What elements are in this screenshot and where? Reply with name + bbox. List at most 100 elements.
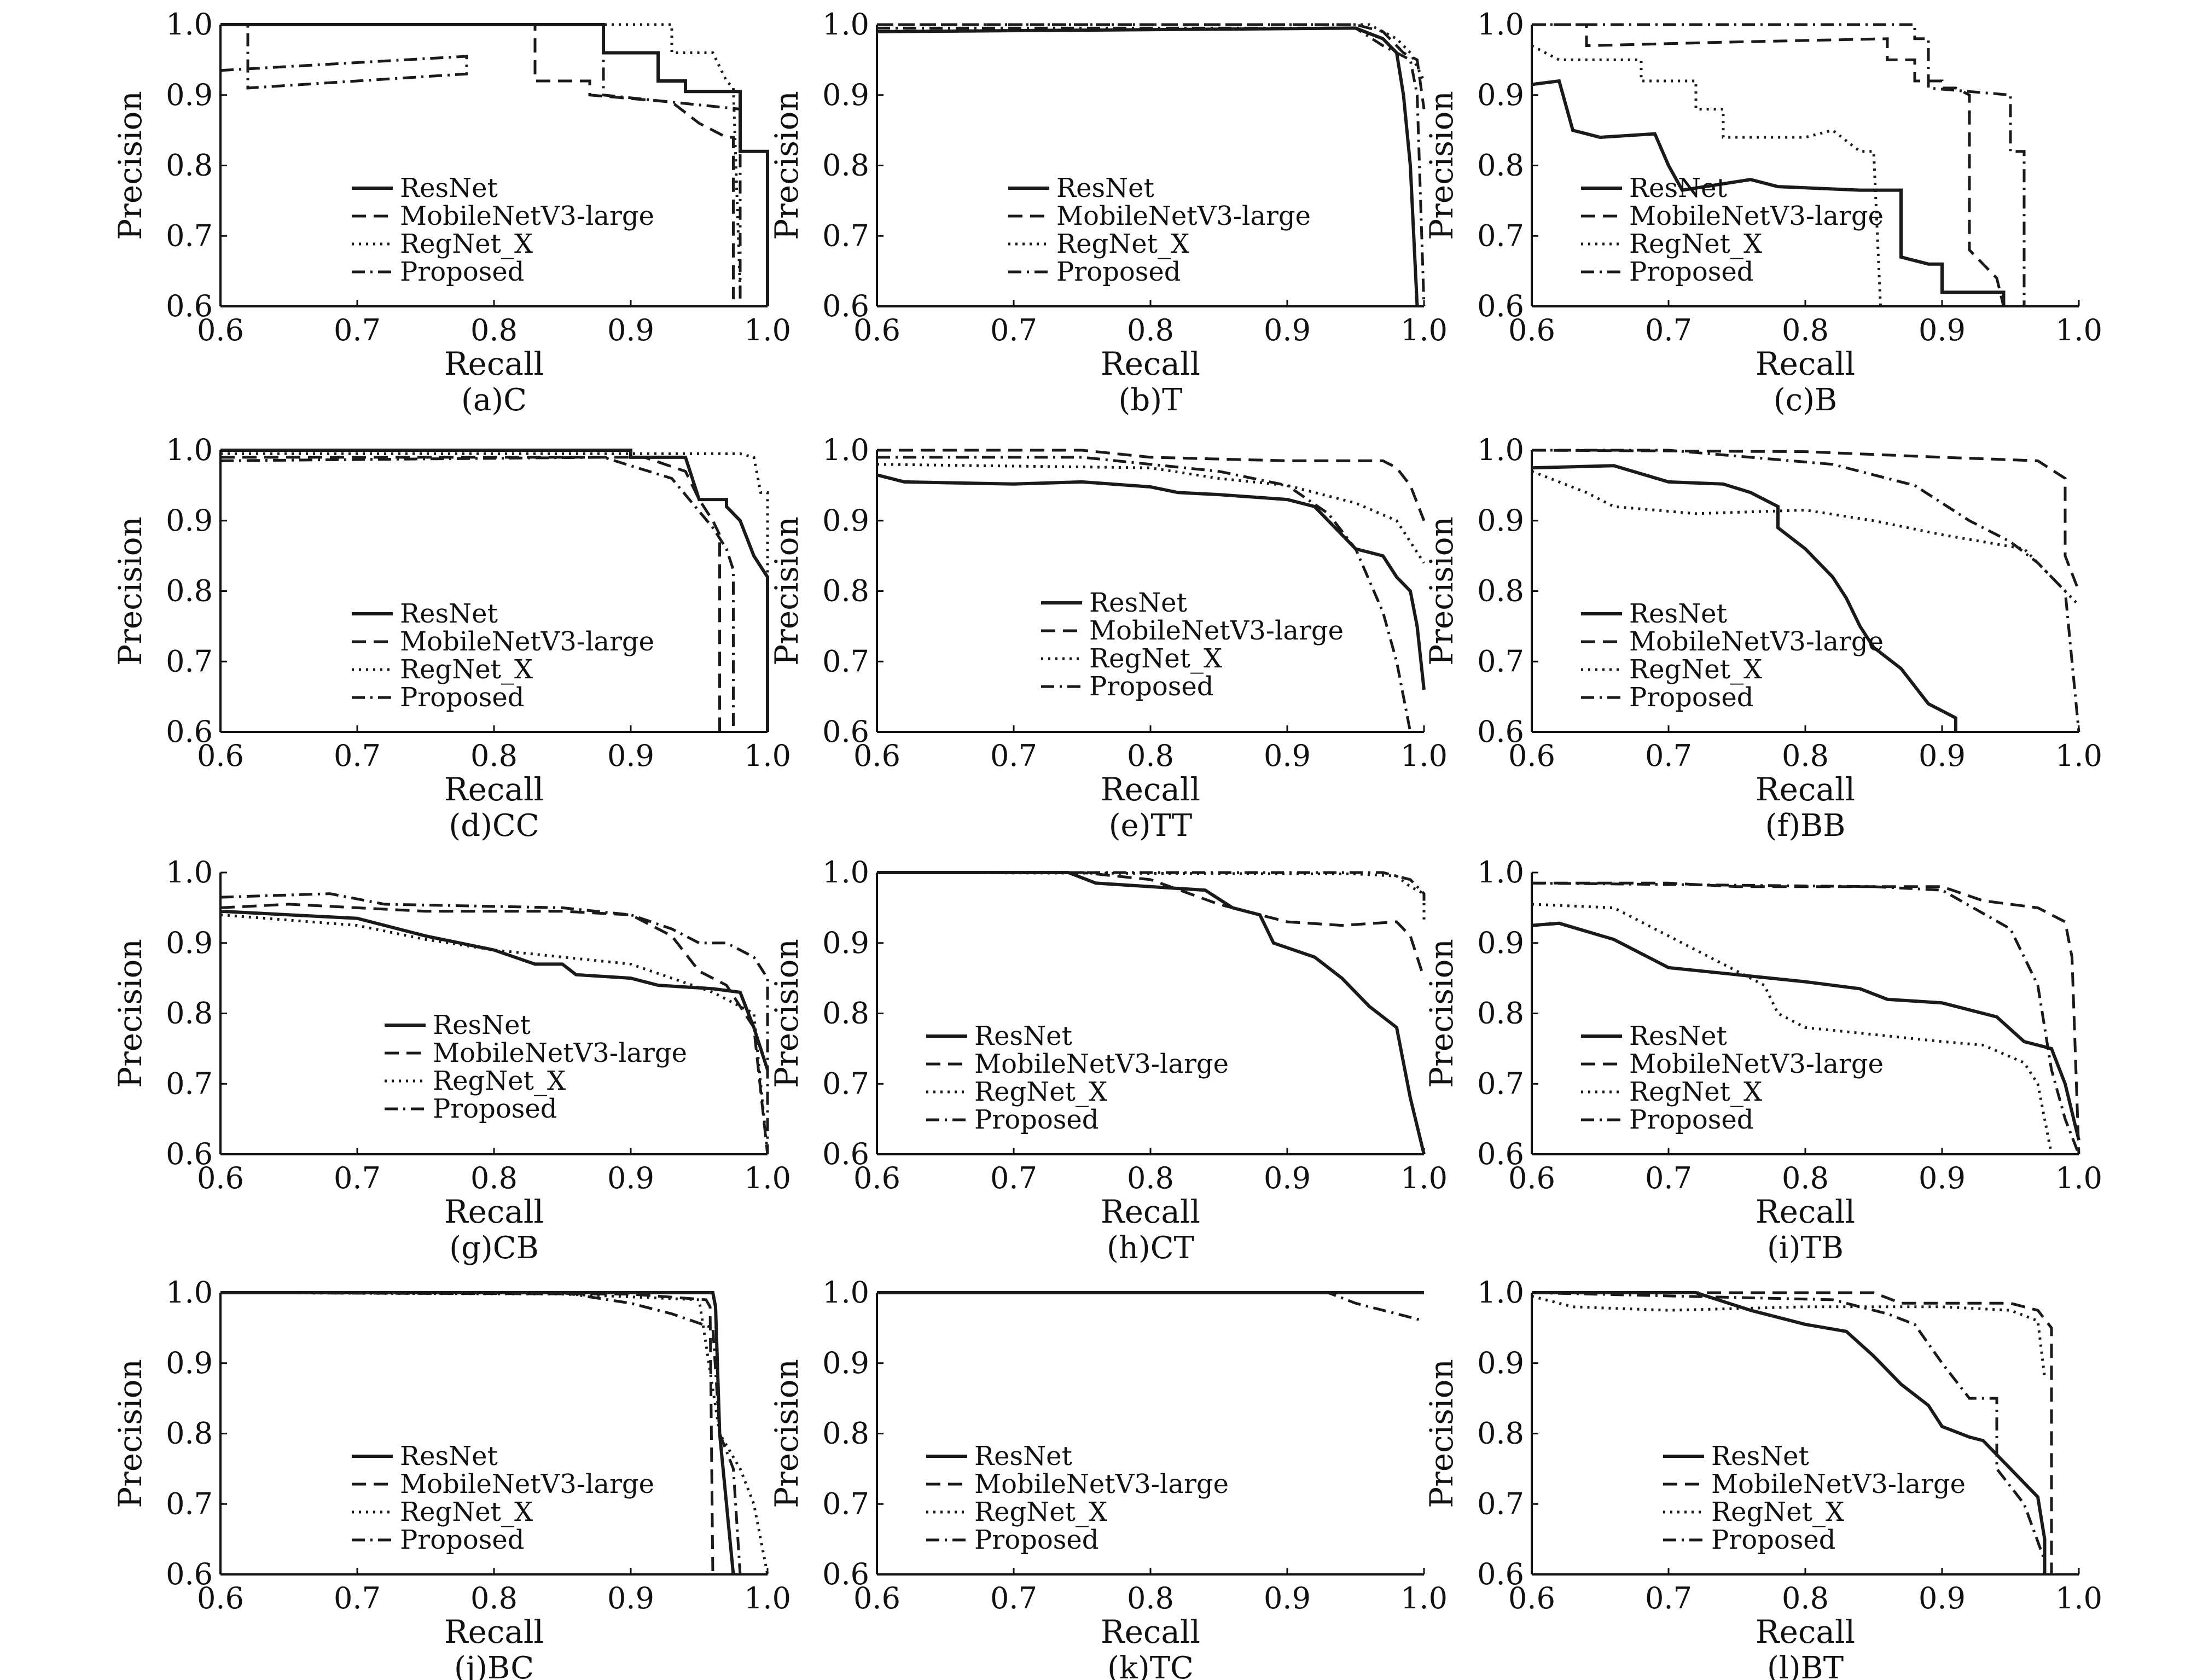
x-tick-label: 1.0 xyxy=(2055,313,2102,347)
legend-label: RegNet_X xyxy=(974,1497,1107,1527)
x-tick-label: 0.9 xyxy=(1919,1161,1966,1195)
y-tick-label: 0.9 xyxy=(166,78,213,112)
y-tick-label: 0.8 xyxy=(166,574,213,608)
legend-label: Proposed xyxy=(1711,1525,1836,1555)
y-axis-title: Precision xyxy=(112,1359,149,1508)
chart-panel-bt: 0.6 0.7 0.8 0.9 1.0 0.6 0.7 0.8 0.9 1.0 Recall Prec… xyxy=(768,7,1448,418)
legend-label: Proposed xyxy=(1089,671,1214,702)
y-tick-label: 0.7 xyxy=(1477,644,1524,678)
panel-caption: (f)BB xyxy=(1765,808,1846,844)
y-tick-label: 1.0 xyxy=(1477,855,1524,890)
y-tick-label: 0.6 xyxy=(822,1137,869,1171)
panel-caption: (i)TB xyxy=(1767,1230,1844,1266)
legend-label: RegNet_X xyxy=(400,229,533,259)
legend-label: RegNet_X xyxy=(1629,1077,1762,1107)
legend-label: MobileNetV3-large xyxy=(400,201,654,231)
series-line-mobilenetv3-large xyxy=(220,456,721,732)
y-axis-title: Precision xyxy=(768,939,805,1088)
x-tick-label: 0.7 xyxy=(334,739,381,773)
y-tick-label: 0.9 xyxy=(822,503,869,538)
x-tick-label: 0.9 xyxy=(1264,739,1311,773)
series-line-mobilenetv3-large xyxy=(877,871,1426,979)
legend-label: ResNet xyxy=(974,1021,1072,1051)
y-tick-label: 0.9 xyxy=(822,1346,869,1380)
legend-label: Proposed xyxy=(1629,1105,1754,1135)
x-tick-label: 0.9 xyxy=(607,313,654,347)
y-tick-label: 0.9 xyxy=(166,926,213,960)
y-tick-label: 0.8 xyxy=(822,996,869,1031)
x-tick-label: 0.8 xyxy=(470,1161,518,1195)
y-tick-label: 0.7 xyxy=(1477,1066,1524,1101)
x-tick-label: 1.0 xyxy=(1400,1161,1448,1195)
legend-label: ResNet xyxy=(400,598,498,629)
chart-panel-dcc: 0.6 0.7 0.8 0.9 1.0 0.6 0.7 0.8 0.9 1.0 Recall Prec… xyxy=(112,433,791,844)
x-axis-title: Recall xyxy=(1756,1193,1855,1230)
x-tick-label: 1.0 xyxy=(1400,313,1448,347)
x-tick-label: 0.9 xyxy=(1919,313,1966,347)
series-line-regnet-x xyxy=(1532,903,2053,1155)
series-line-regnet-x xyxy=(877,463,1426,564)
y-tick-label: 0.7 xyxy=(1477,1486,1524,1521)
x-tick-label: 0.8 xyxy=(1782,1161,1829,1195)
legend-label: RegNet_X xyxy=(400,654,533,685)
x-tick-label: 0.7 xyxy=(990,1161,1037,1195)
legend-label: RegNet_X xyxy=(400,1497,533,1527)
y-tick-label: 0.8 xyxy=(1477,1416,1524,1451)
series-line-resnet xyxy=(1532,1291,2047,1574)
y-tick-label: 0.6 xyxy=(166,714,213,749)
y-tick-label: 0.6 xyxy=(822,1557,869,1591)
panel-caption: (e)TT xyxy=(1109,808,1193,844)
x-tick-label: 0.7 xyxy=(990,1581,1037,1615)
x-tick-label: 0.7 xyxy=(334,1581,381,1615)
x-tick-label: 1.0 xyxy=(2055,1581,2102,1615)
y-tick-label: 1.0 xyxy=(822,855,869,890)
y-tick-label: 0.7 xyxy=(166,218,213,253)
series-line-proposed xyxy=(877,871,1426,901)
series-line-resnet xyxy=(220,909,769,1071)
legend-label: Proposed xyxy=(974,1105,1099,1135)
y-tick-label: 0.6 xyxy=(1477,289,1524,323)
y-tick-label: 0.6 xyxy=(1477,1557,1524,1591)
y-tick-label: 1.0 xyxy=(1477,1275,1524,1310)
y-tick-label: 0.7 xyxy=(822,1066,869,1101)
y-tick-label: 1.0 xyxy=(166,855,213,890)
y-tick-label: 0.9 xyxy=(1477,503,1524,538)
series-line-proposed xyxy=(1532,881,2080,1155)
y-tick-label: 1.0 xyxy=(166,433,213,467)
series-line-resnet xyxy=(877,473,1426,690)
legend-label: ResNet xyxy=(400,1441,498,1472)
y-tick-label: 0.8 xyxy=(822,148,869,183)
series-line-proposed xyxy=(877,1291,1425,1322)
legend-label: RegNet_X xyxy=(1629,654,1762,685)
x-tick-label: 0.9 xyxy=(607,739,654,773)
series-line-proposed xyxy=(1532,1291,2046,1561)
series-line-proposed xyxy=(220,456,735,732)
y-axis-title: Precision xyxy=(112,939,149,1088)
legend-label: MobileNetV3-large xyxy=(1629,201,1884,231)
y-tick-label: 0.9 xyxy=(166,1346,213,1380)
series-line-proposed xyxy=(877,26,1426,307)
x-tick-label: 0.9 xyxy=(1264,1161,1311,1195)
legend-label: ResNet xyxy=(1711,1441,1809,1472)
x-tick-label: 1.0 xyxy=(744,313,791,347)
x-tick-label: 0.6 xyxy=(197,1161,244,1195)
legend-label: ResNet xyxy=(1629,598,1727,629)
y-tick-label: 1.0 xyxy=(1477,7,1524,42)
legend-label: MobileNetV3-large xyxy=(1056,201,1311,231)
legend-label: Proposed xyxy=(400,1525,525,1555)
x-tick-label: 1.0 xyxy=(1400,739,1448,773)
x-tick-label: 0.6 xyxy=(1508,1581,1555,1615)
y-tick-label: 0.7 xyxy=(1477,218,1524,253)
x-axis-title: Recall xyxy=(444,345,544,382)
legend-label: Proposed xyxy=(400,682,525,713)
x-tick-label: 0.6 xyxy=(853,1161,900,1195)
panel-caption: (d)CC xyxy=(449,808,539,844)
legend-label: Proposed xyxy=(1056,257,1181,287)
x-tick-label: 0.7 xyxy=(1645,1161,1692,1195)
legend-label: RegNet_X xyxy=(1711,1497,1844,1527)
legend-label: MobileNetV3-large xyxy=(1629,626,1884,657)
chart-panel-jbc: 0.6 0.7 0.8 0.9 1.0 0.6 0.7 0.8 0.9 1.0 Recall Prec… xyxy=(112,1275,791,1680)
y-tick-label: 0.8 xyxy=(166,996,213,1031)
legend-label: MobileNetV3-large xyxy=(974,1049,1229,1079)
